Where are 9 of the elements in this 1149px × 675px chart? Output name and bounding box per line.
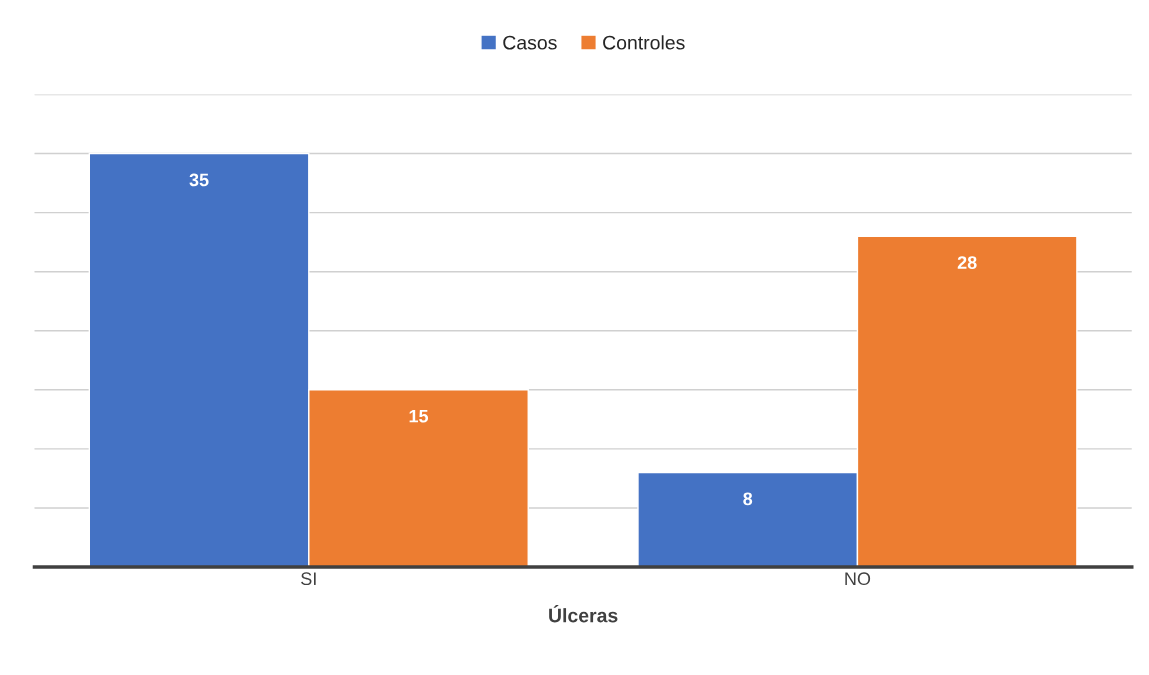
data-label: 8 <box>743 492 753 506</box>
legend-label: Casos <box>503 35 557 50</box>
data-label: 15 <box>409 409 429 423</box>
x-tick-label: SI <box>301 572 316 586</box>
x-axis-title: Úlceras <box>549 605 618 623</box>
data-label: 35 <box>189 173 209 187</box>
x-tick-label: NO <box>845 572 871 586</box>
legend-label: Controles <box>603 35 685 50</box>
data-label: 28 <box>957 256 977 269</box>
